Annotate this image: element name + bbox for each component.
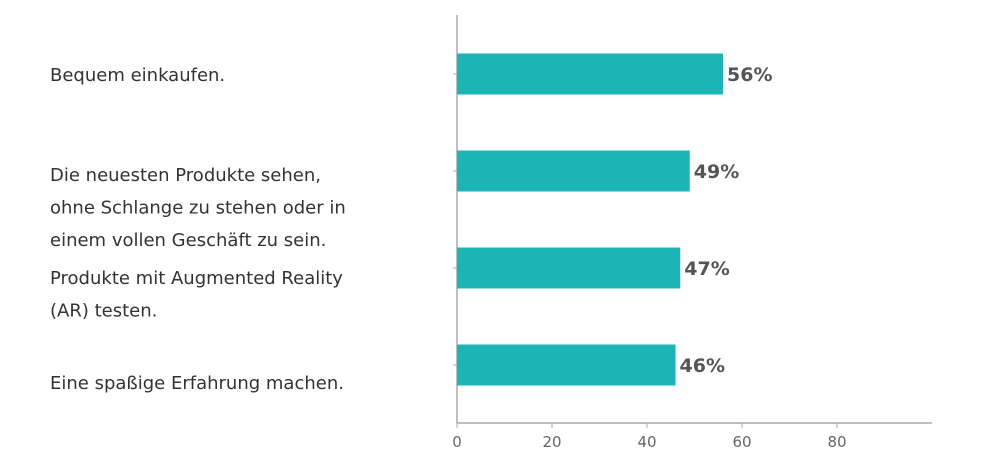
category-label-line: Eine spaßige Erfahrung machen. [50,373,344,394]
x-tick-label: 80 [827,433,846,451]
category-label: Produkte mit Augmented Reality (AR) teste… [50,268,343,322]
x-tick-label: 0 [452,433,462,451]
x-tick-label: 60 [732,433,751,451]
bar [457,150,690,192]
category-label: Die neuesten Produkte sehen, ohne Schlang… [50,165,346,251]
bar [457,53,723,95]
bar [457,247,681,289]
category-label-line: einem vollen Geschäft zu sein. [50,230,326,251]
category-label-line: Produkte mit Augmented Reality [50,268,343,289]
bar [457,344,676,386]
category-label: Eine spaßige Erfahrung machen. [50,373,344,394]
category-label-line: Bequem einkaufen. [50,65,225,86]
category-label: Bequem einkaufen. [50,65,225,86]
x-tick-label: 20 [542,433,561,451]
data-label: 46% [680,355,725,377]
x-tick-label: 40 [637,433,656,451]
data-label: 47% [684,258,729,280]
category-label-line: (AR) testen. [50,301,157,322]
category-label-line: ohne Schlange zu stehen oder in [50,198,346,219]
category-label-line: Die neuesten Produkte sehen, [50,165,321,186]
data-label: 56% [727,64,772,86]
data-label: 49% [694,161,739,183]
